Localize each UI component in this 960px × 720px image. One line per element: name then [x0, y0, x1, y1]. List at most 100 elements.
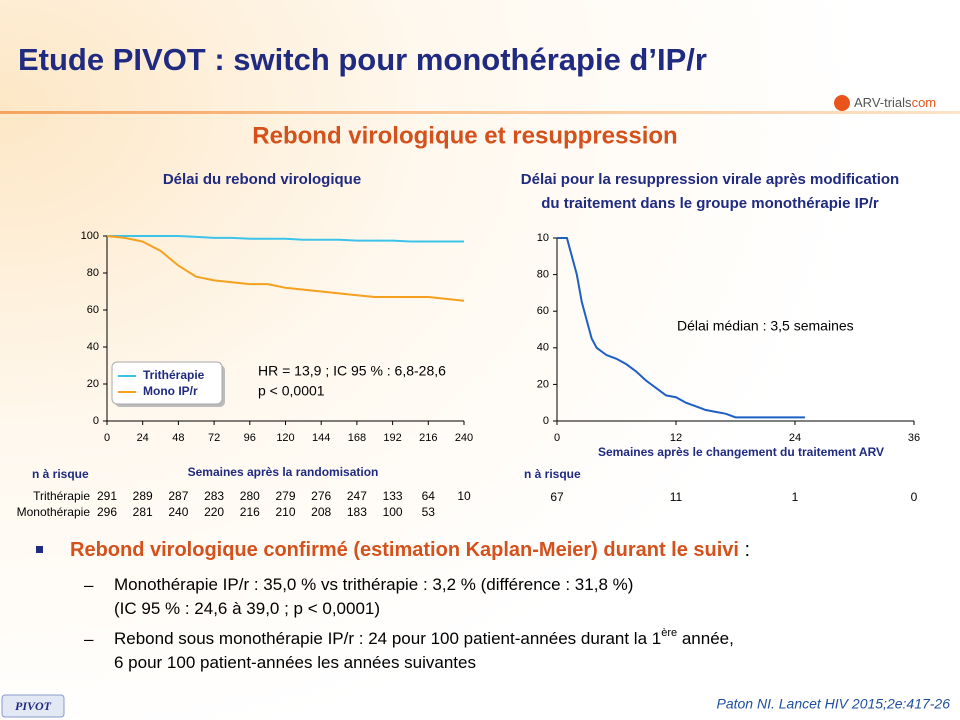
sub-bullet-line: Rebond sous monothérapie IP/r : 24 pour …	[114, 627, 734, 649]
x-tick-label: 192	[383, 432, 401, 444]
y-tick-label: 40	[537, 342, 549, 354]
risk-value: 64	[422, 489, 436, 503]
slide-title: Etude PIVOT : switch pour monothérapie d…	[18, 42, 707, 77]
y-tick-label: 100	[81, 230, 99, 242]
sub-bullet-text: 6 pour 100 patient-années les années sui…	[114, 653, 476, 672]
risk-label: n à risque	[524, 467, 581, 481]
sub-bullet-marker: –	[84, 575, 94, 594]
chart-title-line: Délai pour la resuppression virale après…	[521, 171, 899, 188]
x-tick-label: 24	[789, 432, 801, 444]
risk-value: 287	[168, 489, 188, 503]
bullet-suffix: :	[739, 539, 750, 561]
sub-bullet-text: Rebond sous monothérapie IP/r : 24 pour …	[114, 629, 661, 648]
risk-value: 289	[133, 489, 153, 503]
x-tick-label: 168	[348, 432, 366, 444]
y-tick-label: 80	[537, 269, 549, 281]
x-axis-label: Semaines après la randomisation	[188, 465, 379, 479]
x-tick-label: 96	[244, 432, 256, 444]
x-tick-label: 120	[276, 432, 294, 444]
risk-value: 296	[97, 505, 117, 519]
x-tick-label: 216	[419, 432, 437, 444]
risk-label: n à risque	[32, 467, 89, 481]
x-tick-label: 24	[137, 432, 149, 444]
subtitle: Rebond virologique et resuppression	[252, 122, 677, 149]
risk-value: 10	[457, 489, 471, 503]
risk-row-label: Trithérapie	[33, 489, 90, 503]
y-tick-label: 0	[93, 415, 99, 427]
risk-value: 247	[347, 489, 367, 503]
risk-value: 0	[911, 490, 918, 504]
sub-bullet-after: année,	[677, 629, 734, 648]
risk-row-label: Monothérapie	[17, 505, 91, 519]
logo-icon	[834, 95, 850, 111]
x-tick-label: 72	[208, 432, 220, 444]
survival-curve	[557, 237, 805, 419]
chart-title: Délai du rebond virologique	[163, 171, 361, 188]
x-tick-label: 36	[908, 432, 920, 444]
risk-value: 281	[133, 505, 153, 519]
risk-value: 276	[311, 489, 331, 503]
risk-value: 279	[275, 489, 295, 503]
chart-title-line: du traitement dans le groupe monothérapi…	[541, 195, 879, 212]
charts: Délai du rebond virologique0204060801000…	[17, 171, 921, 519]
survival-curve	[107, 235, 464, 243]
bullet-marker	[36, 546, 43, 553]
y-tick-label: 60	[537, 305, 549, 317]
reference: Paton NI. Lancet HIV 2015;2e:417-26	[717, 696, 951, 712]
x-axis-label: Semaines après le changement du traiteme…	[598, 445, 884, 459]
risk-value: 240	[168, 505, 188, 519]
x-tick-label: 12	[670, 432, 682, 444]
sub-bullet-line: 6 pour 100 patient-années les années sui…	[114, 653, 476, 672]
risk-value: 220	[204, 505, 224, 519]
sub-bullet-marker: –	[84, 629, 94, 648]
survival-curve	[106, 235, 465, 302]
y-tick-label: 0	[543, 415, 549, 427]
risk-value: 283	[204, 489, 224, 503]
x-tick-label: 0	[104, 432, 110, 444]
bullet-text: Rebond virologique confirmé (estimation …	[70, 539, 739, 561]
risk-value: 100	[383, 505, 403, 519]
risk-value: 11	[670, 490, 683, 504]
legend-box	[111, 361, 223, 405]
sub-bullet-text: (IC 95 % : 24,6 à 39,0 ; p < 0,0001)	[114, 599, 380, 618]
x-tick-label: 240	[455, 432, 473, 444]
risk-value: 208	[311, 505, 331, 519]
risk-value: 183	[347, 505, 367, 519]
y-tick-label: 40	[87, 341, 99, 353]
risk-value: 1	[792, 490, 799, 504]
y-tick-label: 80	[87, 267, 99, 279]
bullet: Rebond virologique confirmé (estimation …	[70, 539, 750, 561]
bullets: Rebond virologique confirmé (estimation …	[36, 539, 750, 672]
superscript: ère	[661, 627, 677, 639]
logo: ARV-trialscom	[854, 95, 936, 110]
logo-suffix: com	[912, 95, 937, 110]
risk-value: 210	[275, 505, 295, 519]
chart-title: Délai pour la resuppression virale après…	[521, 171, 899, 212]
y-tick-label: 20	[537, 378, 549, 390]
legend-label: Trithérapie	[143, 368, 205, 382]
risk-value: 280	[240, 489, 260, 503]
y-tick-label: 60	[87, 304, 99, 316]
risk-value: 133	[383, 489, 403, 503]
footer-tag-box	[1, 694, 65, 718]
risk-value: 216	[240, 505, 260, 519]
risk-value: 53	[422, 505, 436, 519]
sub-bullet-text: Monothérapie IP/r : 35,0 % vs trithérapi…	[114, 575, 633, 594]
logo-text: ARV-trials	[854, 95, 912, 110]
y-tick-label: 10	[537, 232, 549, 244]
annotation: Délai médian : 3,5 semaines	[677, 318, 854, 334]
title-rule	[0, 111, 960, 114]
x-tick-label: 0	[554, 432, 560, 444]
risk-value: 291	[97, 489, 117, 503]
footer-tag: PIVOT	[15, 699, 52, 713]
y-tick-label: 20	[87, 378, 99, 390]
sub-bullet-line: (IC 95 % : 24,6 à 39,0 ; p < 0,0001)	[114, 599, 380, 618]
annotation: p < 0,0001	[258, 383, 325, 399]
sub-bullet-line: Monothérapie IP/r : 35,0 % vs trithérapi…	[114, 575, 633, 594]
risk-value: 67	[550, 490, 564, 504]
annotation: HR = 13,9 ; IC 95 % : 6,8-28,6	[258, 363, 446, 379]
legend-label: Mono IP/r	[143, 384, 198, 398]
x-tick-label: 48	[172, 432, 184, 444]
x-tick-label: 144	[312, 432, 330, 444]
